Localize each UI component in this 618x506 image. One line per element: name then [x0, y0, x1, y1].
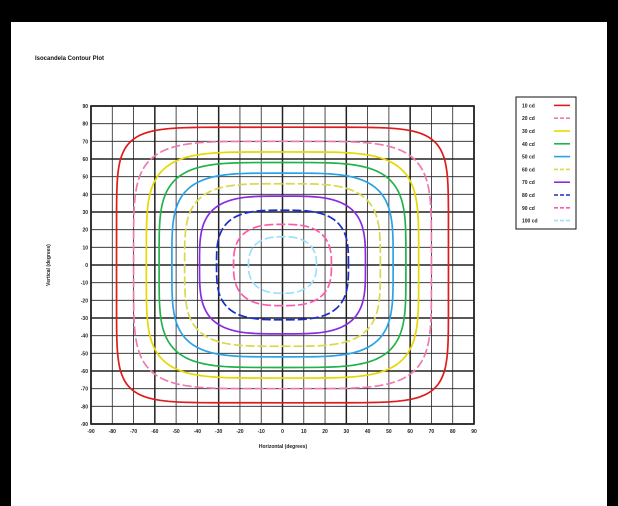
x-tick-label: 0: [281, 429, 284, 435]
y-tick-label: -90: [81, 422, 88, 428]
contour-line: [247, 235, 318, 295]
y-tick-label: 40: [82, 192, 88, 198]
contour-line: [198, 195, 367, 335]
contour-line: [183, 182, 382, 348]
x-tick-label: 20: [322, 429, 328, 435]
x-axis-label: Horizontal (degrees): [258, 444, 308, 450]
contour-line: [145, 151, 420, 379]
contour-line: [232, 223, 333, 307]
contour-line: [215, 209, 350, 321]
legend-label: 40 cd: [522, 142, 535, 148]
x-tick-label: -90: [87, 429, 94, 435]
y-tick-label: 60: [82, 157, 88, 163]
y-tick-label: 50: [82, 175, 88, 181]
y-tick-label: 10: [82, 245, 88, 251]
legend-label: 80 cd: [522, 193, 535, 199]
legend-label: 90 cd: [522, 206, 535, 212]
y-tick-label: 70: [82, 139, 88, 145]
y-tick-label: -40: [81, 334, 88, 340]
x-tick-label: -20: [236, 429, 243, 435]
x-tick-label: 50: [386, 429, 392, 435]
legend-label: 20 cd: [522, 116, 535, 122]
contour-lines: [115, 126, 450, 404]
x-tick-label: -10: [258, 429, 265, 435]
legend-label: 70 cd: [522, 180, 535, 186]
chart-title: Isocandela Contour Plot: [35, 56, 105, 62]
x-tick-label: 80: [450, 429, 456, 435]
x-tick-label: -40: [194, 429, 201, 435]
x-tick-label: 60: [407, 429, 413, 435]
x-tick-label: 70: [429, 429, 435, 435]
y-tick-label: 20: [82, 228, 88, 234]
legend-label: 30 cd: [522, 129, 535, 135]
legend-label: 10 cd: [522, 103, 535, 109]
y-tick-label: -70: [81, 387, 88, 393]
y-tick-label: 90: [82, 104, 88, 110]
legend-label: 50 cd: [522, 155, 535, 161]
x-tick-label: -60: [151, 429, 158, 435]
y-tick-label: -30: [81, 316, 88, 322]
y-tick-label: -50: [81, 351, 88, 357]
y-tick-label: -60: [81, 369, 88, 375]
x-tick-label: 30: [344, 429, 350, 435]
legend: 10 cd 20 cd 30 cd 40 cd 50 cd 60 cd 70 cd 80 cd…: [515, 96, 577, 230]
grid: [90, 105, 475, 425]
contour-line: [115, 126, 450, 404]
x-tick-label: -50: [172, 429, 179, 435]
legend-label: 100 cd: [522, 219, 538, 225]
x-tick-label: 90: [471, 429, 477, 435]
x-tick-label: 10: [301, 429, 307, 435]
y-tick-label: 80: [82, 122, 88, 128]
contour-line: [171, 172, 394, 358]
y-tick-label: -20: [81, 298, 88, 304]
y-tick-label: -10: [81, 281, 88, 287]
y-tick-label: 0: [85, 263, 88, 269]
tick-labels: -90 -80 -70 -60 -50 -40 -30 -20 -10 0 10 20 30 40 50 60…: [81, 104, 477, 435]
x-tick-label: 40: [365, 429, 371, 435]
contour-line: [158, 161, 407, 369]
y-tick-label: 30: [82, 210, 88, 216]
y-tick-label: -80: [81, 404, 88, 410]
legend-label: 60 cd: [522, 167, 535, 173]
x-tick-label: -30: [215, 429, 222, 435]
x-tick-label: -70: [130, 429, 137, 435]
x-tick-label: -80: [109, 429, 116, 435]
